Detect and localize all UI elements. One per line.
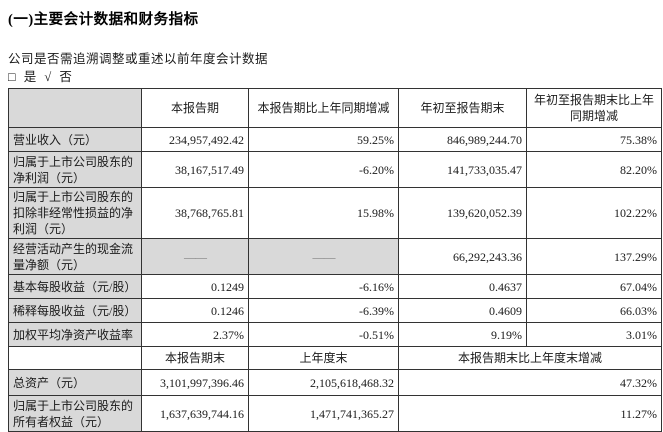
cell-value: -6.16% xyxy=(248,274,399,299)
column-header-empty xyxy=(8,88,142,128)
financial-indicators-table: 本报告期 本报告期比上年同期增减 年初至报告期末 年初至报告期末比上年同期增减 … xyxy=(8,88,662,432)
cell-value: -6.39% xyxy=(248,298,399,323)
cell-value: 11.27% xyxy=(398,395,662,432)
cell-value: 234,957,492.42 xyxy=(141,127,249,152)
restate-answer: □ 是 √ 否 xyxy=(8,66,76,85)
page-title: (一)主要会计数据和财务指标 xyxy=(8,12,199,28)
table-header-row: 本报告期 本报告期比上年同期增减 年初至报告期末 年初至报告期末比上年同期增减 xyxy=(8,88,662,128)
table-row: 经营活动产生的现金流量净额（元） —— —— 66,292,243.36 137… xyxy=(8,238,662,275)
cell-value: 102.22% xyxy=(526,187,662,239)
check-icon: √ xyxy=(44,70,52,84)
cell-value: 137.29% xyxy=(526,238,662,275)
cell-value: 0.4609 xyxy=(398,298,527,323)
column-header-prior-year-end: 上年度末 xyxy=(248,346,399,370)
column-header-period-end: 本报告期末 xyxy=(141,346,249,370)
row-label: 归属于上市公司股东的扣除非经常性损益的净利润（元） xyxy=(8,187,142,239)
cell-value: 2.37% xyxy=(141,322,249,347)
table-row: 归属于上市公司股东的所有者权益（元） 1,637,639,744.16 1,47… xyxy=(8,395,662,432)
column-header-ytd-change: 年初至报告期末比上年同期增减 xyxy=(526,88,662,128)
cell-value: 38,768,765.81 xyxy=(141,187,249,239)
row-label: 营业收入（元） xyxy=(8,127,142,152)
cell-value: 846,989,244.70 xyxy=(398,127,527,152)
table-subheader-row: 本报告期末 上年度末 本报告期末比上年度末增减 xyxy=(8,346,662,370)
column-header-ytd: 年初至报告期末 xyxy=(398,88,527,128)
table-row: 稀释每股收益（元/股） 0.1246 -6.39% 0.4609 66.03% xyxy=(8,298,662,323)
no-label: 否 xyxy=(59,70,73,84)
column-header-empty xyxy=(8,346,142,370)
cell-value: 0.4637 xyxy=(398,274,527,299)
row-label: 归属于上市公司股东的净利润（元） xyxy=(8,151,142,188)
row-label: 稀释每股收益（元/股） xyxy=(8,298,142,323)
cell-value: 139,620,052.39 xyxy=(398,187,527,239)
table-row: 加权平均净资产收益率 2.37% -0.51% 9.19% 3.01% xyxy=(8,322,662,347)
row-label: 基本每股收益（元/股） xyxy=(8,274,142,299)
restate-question: 公司是否需追溯调整或重述以前年度会计数据 xyxy=(8,52,269,66)
table-row: 归属于上市公司股东的扣除非经常性损益的净利润（元） 38,768,765.81 … xyxy=(8,187,662,239)
cell-value: 3,101,997,396.46 xyxy=(141,369,249,396)
cell-value: 66.03% xyxy=(526,298,662,323)
cell-value: 66,292,243.36 xyxy=(398,238,527,275)
cell-value: 1,471,741,365.27 xyxy=(248,395,399,432)
yes-label: 是 xyxy=(23,70,37,84)
row-label: 加权平均净资产收益率 xyxy=(8,322,142,347)
cell-value: 9.19% xyxy=(398,322,527,347)
table-row: 归属于上市公司股东的净利润（元） 38,167,517.49 -6.20% 14… xyxy=(8,151,662,188)
cell-value: 75.38% xyxy=(526,127,662,152)
cell-value: -6.20% xyxy=(248,151,399,188)
table-row: 营业收入（元） 234,957,492.42 59.25% 846,989,24… xyxy=(8,127,662,152)
cell-value: -0.51% xyxy=(248,322,399,347)
checkbox-unchecked-icon: □ xyxy=(8,70,17,84)
cell-value: 2,105,618,468.32 xyxy=(248,369,399,396)
cell-value: 67.04% xyxy=(526,274,662,299)
cell-value: 1,637,639,744.16 xyxy=(141,395,249,432)
column-header-yoy-change: 本报告期比上年同期增减 xyxy=(248,88,399,128)
row-label: 总资产（元） xyxy=(8,369,142,396)
cell-dash: —— xyxy=(248,238,399,275)
cell-dash: —— xyxy=(141,238,249,275)
column-header-period-end-change: 本报告期末比上年度末增减 xyxy=(398,346,662,370)
cell-value: 15.98% xyxy=(248,187,399,239)
cell-value: 141,733,035.47 xyxy=(398,151,527,188)
row-label: 经营活动产生的现金流量净额（元） xyxy=(8,238,142,275)
row-label: 归属于上市公司股东的所有者权益（元） xyxy=(8,395,142,432)
table-row: 基本每股收益（元/股） 0.1249 -6.16% 0.4637 67.04% xyxy=(8,274,662,299)
table-row: 总资产（元） 3,101,997,396.46 2,105,618,468.32… xyxy=(8,369,662,396)
cell-value: 82.20% xyxy=(526,151,662,188)
cell-value: 3.01% xyxy=(526,322,662,347)
cell-value: 0.1249 xyxy=(141,274,249,299)
column-header-current-period: 本报告期 xyxy=(141,88,249,128)
cell-value: 59.25% xyxy=(248,127,399,152)
cell-value: 0.1246 xyxy=(141,298,249,323)
cell-value: 38,167,517.49 xyxy=(141,151,249,188)
cell-value: 47.32% xyxy=(398,369,662,396)
